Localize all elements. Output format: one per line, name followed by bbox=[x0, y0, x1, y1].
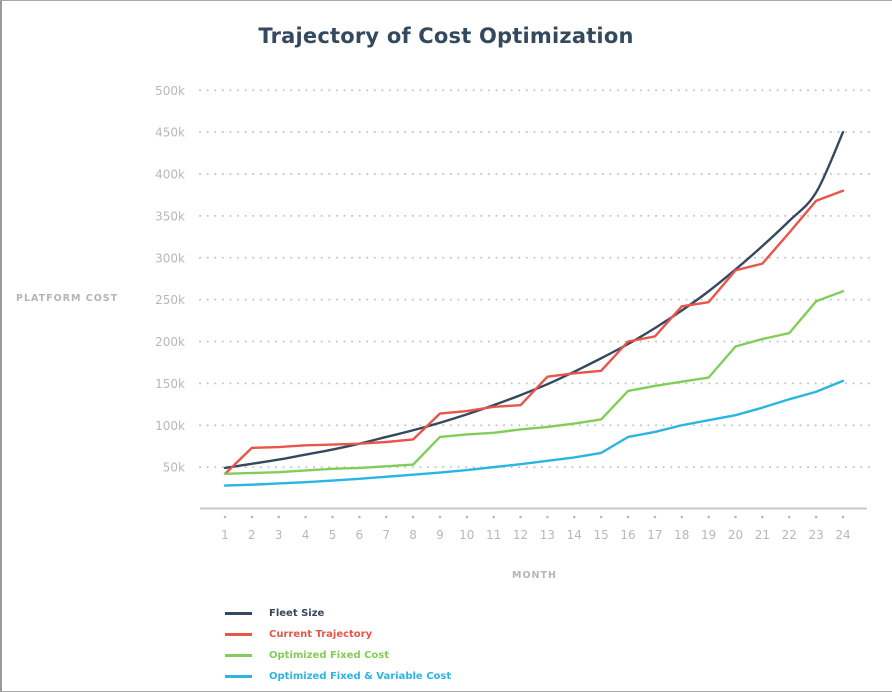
x-tick-label: 3 bbox=[275, 528, 283, 542]
legend-label: Current Trajectory bbox=[269, 629, 373, 640]
x-tick-label: 13 bbox=[540, 528, 555, 542]
y-tick-label: 350k bbox=[155, 209, 185, 223]
legend-swatch bbox=[225, 633, 252, 636]
legend-item-current-trajectory: Current Trajectory bbox=[225, 624, 451, 645]
x-tick-label: 20 bbox=[728, 528, 743, 542]
y-tick-label: 200k bbox=[155, 335, 185, 349]
x-tick-mark bbox=[814, 515, 818, 519]
legend-label: Optimized Fixed & Variable Cost bbox=[269, 671, 452, 682]
x-tick-label: 18 bbox=[674, 528, 689, 542]
legend-swatch bbox=[225, 612, 252, 615]
x-tick-label: 21 bbox=[755, 528, 770, 542]
x-tick-label: 1 bbox=[221, 528, 229, 542]
y-tick-label: 300k bbox=[155, 251, 185, 265]
chart-title: Trajectory of Cost Optimization bbox=[258, 24, 634, 48]
x-tick-label: 2 bbox=[248, 528, 256, 542]
x-tick-label: 12 bbox=[513, 528, 528, 542]
y-tick-label: 50k bbox=[163, 461, 185, 475]
x-tick-label: 11 bbox=[486, 528, 501, 542]
x-tick-label: 5 bbox=[329, 528, 337, 542]
x-tick-mark bbox=[680, 515, 684, 519]
legend-swatch bbox=[225, 654, 252, 657]
series-line-optimized-fixed-variable-cost bbox=[223, 379, 845, 487]
x-tick-mark bbox=[761, 515, 764, 519]
x-tick-mark bbox=[599, 515, 603, 519]
x-tick-label: 15 bbox=[594, 528, 609, 542]
x-tick-mark bbox=[519, 515, 522, 519]
x-tick-mark bbox=[787, 515, 791, 519]
x-tick-mark bbox=[411, 515, 415, 519]
y-tick-label: 150k bbox=[155, 377, 185, 391]
x-axis-label: MONTH bbox=[512, 570, 557, 581]
x-tick-mark bbox=[358, 515, 361, 519]
x-tick-label: 4 bbox=[302, 528, 310, 542]
x-tick-label: 7 bbox=[382, 528, 390, 542]
y-tick-label: 250k bbox=[155, 293, 185, 307]
x-tick-mark bbox=[734, 515, 737, 519]
x-tick-label: 9 bbox=[436, 528, 444, 542]
x-tick-label: 17 bbox=[647, 528, 662, 542]
x-tick-mark bbox=[250, 515, 254, 519]
series-line-current-trajectory bbox=[223, 189, 845, 476]
series-line-optimized-fixed-cost bbox=[223, 290, 845, 476]
x-tick-mark bbox=[223, 515, 227, 519]
y-tick-label: 500k bbox=[155, 84, 185, 98]
legend-item-fleet-size: Fleet Size bbox=[225, 603, 451, 624]
legend-label: Optimized Fixed Cost bbox=[269, 650, 390, 661]
legend: Fleet Size Current Trajectory Optimized Fi… bbox=[225, 603, 451, 687]
x-tick-mark bbox=[626, 515, 630, 519]
x-tick-label: 10 bbox=[459, 528, 474, 542]
legend-item-optimized-fixed-variable-cost: Optimized Fixed & Variable Cost bbox=[225, 666, 451, 687]
x-tick-label: 24 bbox=[835, 528, 850, 542]
x-tick-label: 22 bbox=[782, 528, 797, 542]
y-tick-label: 450k bbox=[155, 126, 185, 140]
x-tick-mark bbox=[707, 515, 710, 519]
y-tick-label: 100k bbox=[155, 419, 185, 433]
legend-item-optimized-fixed-cost: Optimized Fixed Cost bbox=[225, 645, 451, 666]
x-tick-label: 23 bbox=[808, 528, 823, 542]
x-tick-mark bbox=[841, 515, 845, 519]
x-tick-mark bbox=[546, 515, 549, 519]
x-tick-mark bbox=[277, 515, 281, 519]
legend-label: Fleet Size bbox=[269, 608, 325, 619]
y-tick-label: 400k bbox=[155, 168, 185, 182]
x-tick-label: 6 bbox=[356, 528, 364, 542]
y-axis-label: PLATFORM COST bbox=[16, 293, 119, 304]
x-tick-mark bbox=[465, 515, 469, 519]
x-tick-mark bbox=[653, 515, 657, 519]
legend-swatch bbox=[225, 675, 252, 678]
x-tick-mark bbox=[573, 515, 576, 519]
x-tick-label: 16 bbox=[620, 528, 635, 542]
x-tick-mark bbox=[384, 515, 388, 519]
x-tick-mark bbox=[438, 515, 442, 519]
x-tick-label: 8 bbox=[409, 528, 417, 542]
x-tick-mark bbox=[304, 515, 307, 519]
x-tick-label: 19 bbox=[701, 528, 716, 542]
x-tick-mark bbox=[492, 515, 495, 519]
x-tick-mark bbox=[331, 515, 334, 519]
x-tick-label: 14 bbox=[567, 528, 582, 542]
